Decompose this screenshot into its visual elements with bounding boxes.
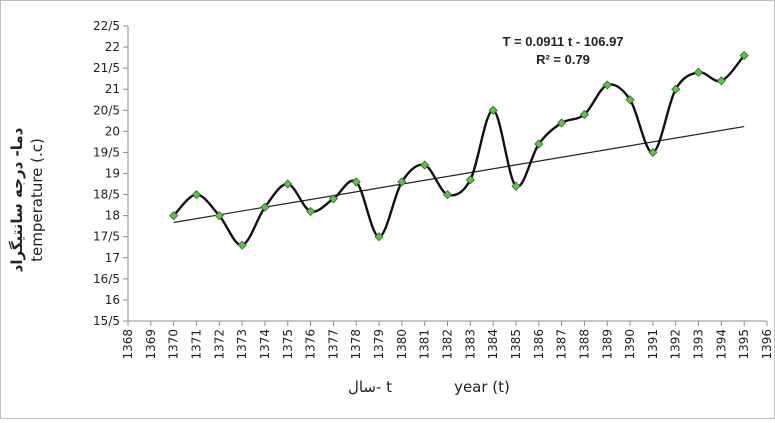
data-point bbox=[579, 109, 589, 120]
x-tick-label: 1381 bbox=[418, 329, 432, 360]
x-tick-label: 1384 bbox=[486, 329, 500, 360]
data-point bbox=[442, 190, 453, 200]
y-tick-label: 19 bbox=[105, 167, 120, 181]
x-tick-label: 1392 bbox=[669, 329, 683, 360]
data-point bbox=[214, 211, 224, 221]
data-point bbox=[237, 240, 247, 250]
x-tick-label: 1383 bbox=[463, 329, 477, 360]
data-point bbox=[420, 160, 430, 170]
data-point bbox=[625, 95, 635, 105]
y-tick-labels: 15/5 16 16/5 17 17/5 18 18/5 19 19/5 20 20/5 21 21/5… bbox=[93, 19, 128, 328]
x-tick-label: 1377 bbox=[326, 329, 340, 360]
y-tick-label: 22 bbox=[105, 40, 120, 54]
data-point bbox=[511, 181, 521, 191]
x-tick-labels: 1368 1369 1370 1371 1372 1373 1374 1375 1376 1377… bbox=[121, 321, 774, 360]
data-point bbox=[306, 206, 316, 216]
y-tick-label: 20/5 bbox=[93, 103, 120, 117]
x-tick-label: 1372 bbox=[212, 329, 226, 360]
x-tick-label: 1390 bbox=[623, 329, 637, 360]
x-tick-label: 1373 bbox=[235, 329, 249, 360]
x-tick-label: 1385 bbox=[509, 329, 523, 360]
y-tick-label: 22/5 bbox=[93, 19, 120, 33]
y-tick-label: 20 bbox=[105, 124, 120, 138]
data-point bbox=[465, 175, 475, 185]
data-point bbox=[602, 80, 612, 90]
x-tick-label: 1394 bbox=[714, 329, 728, 360]
x-tick-label: 1368 bbox=[121, 329, 135, 360]
x-axis-label-persian: سال- t bbox=[348, 378, 392, 396]
x-tick-label: 1374 bbox=[258, 329, 272, 360]
x-tick-label: 1379 bbox=[372, 329, 386, 360]
y-tick-label: 18/5 bbox=[93, 188, 120, 202]
data-point bbox=[739, 50, 749, 61]
trend-equation: T = 0.0911 t - 106.97 bbox=[502, 34, 623, 49]
x-tick-label: 1387 bbox=[555, 329, 569, 360]
y-tick-label: 21/5 bbox=[93, 61, 120, 75]
y-tick-label: 16 bbox=[105, 293, 120, 307]
y-axis-label-english: temperature (.c) bbox=[28, 138, 46, 262]
data-point bbox=[397, 177, 407, 187]
x-tick-label: 1376 bbox=[304, 329, 318, 360]
y-tick-label: 15/5 bbox=[93, 314, 120, 328]
y-tick-label: 19/5 bbox=[93, 145, 120, 159]
y-tick-label: 16/5 bbox=[93, 272, 120, 286]
data-point-markers bbox=[169, 50, 749, 250]
y-axis-label-persian: دما- درجه سانتیگراد bbox=[8, 127, 26, 272]
x-tick-label: 1388 bbox=[577, 329, 591, 360]
x-tick-label: 1391 bbox=[646, 329, 660, 360]
x-tick-label: 1389 bbox=[600, 329, 614, 360]
data-point bbox=[534, 139, 544, 149]
x-tick-label: 1369 bbox=[144, 329, 158, 360]
x-tick-label: 1370 bbox=[167, 329, 181, 360]
data-point bbox=[648, 147, 658, 157]
data-point bbox=[283, 179, 293, 189]
data-point bbox=[374, 232, 384, 242]
x-tick-label: 1371 bbox=[189, 329, 203, 360]
y-tick-label: 21 bbox=[105, 82, 120, 96]
data-point bbox=[351, 177, 361, 187]
x-axis-label-english: year (t) bbox=[454, 378, 510, 396]
x-tick-label: 1395 bbox=[737, 329, 751, 360]
x-tick-label: 1378 bbox=[349, 329, 363, 360]
y-tick-label: 17/5 bbox=[93, 230, 120, 244]
x-tick-label: 1380 bbox=[395, 329, 409, 360]
x-tick-label: 1375 bbox=[281, 329, 295, 360]
r-squared-label: R² = 0.79 bbox=[536, 52, 590, 67]
data-point bbox=[716, 76, 726, 86]
data-point bbox=[693, 67, 704, 77]
x-tick-label: 1386 bbox=[532, 329, 546, 360]
data-point bbox=[260, 202, 270, 212]
y-tick-label: 18 bbox=[105, 209, 120, 223]
x-tick-label: 1396 bbox=[760, 329, 774, 360]
data-point bbox=[671, 84, 681, 94]
data-point bbox=[169, 211, 179, 221]
data-point bbox=[328, 194, 338, 204]
data-point bbox=[191, 190, 202, 200]
x-tick-label: 1382 bbox=[441, 329, 455, 360]
x-tick-label: 1393 bbox=[692, 329, 706, 360]
data-point bbox=[557, 118, 567, 128]
y-tick-label: 17 bbox=[105, 251, 120, 265]
data-point bbox=[488, 105, 498, 115]
